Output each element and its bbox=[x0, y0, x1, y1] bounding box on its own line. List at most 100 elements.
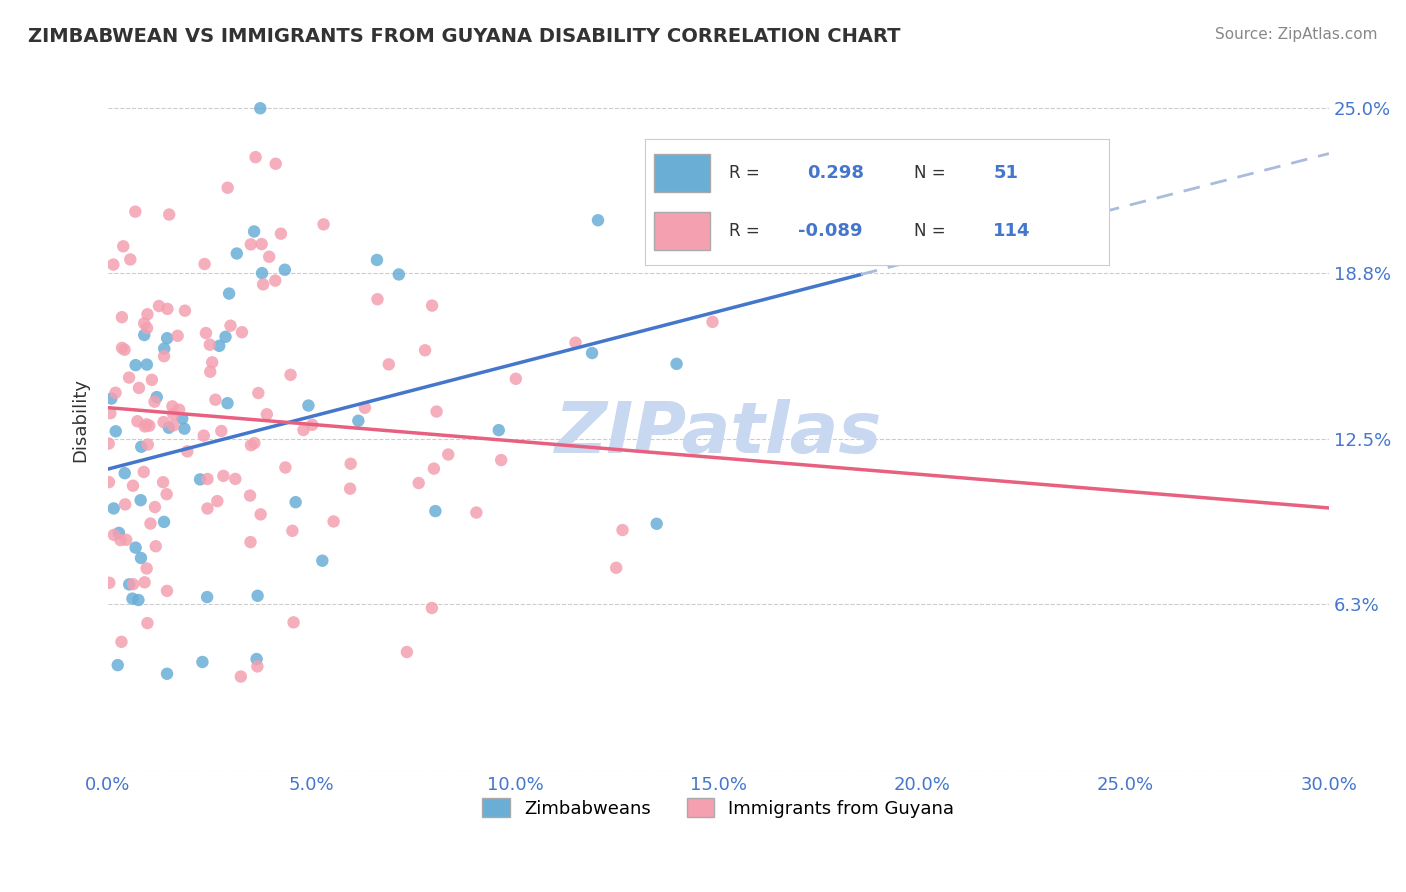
Point bbox=[702, 315, 724, 329]
Point bbox=[665, 357, 688, 371]
Point bbox=[98, 475, 121, 489]
Point bbox=[124, 204, 146, 219]
Point bbox=[103, 258, 125, 272]
Point bbox=[423, 461, 446, 475]
Point bbox=[120, 252, 142, 267]
Point bbox=[97, 436, 120, 450]
Point bbox=[246, 659, 269, 673]
Point bbox=[114, 343, 136, 357]
Point bbox=[212, 468, 235, 483]
Point bbox=[312, 218, 335, 232]
Point bbox=[136, 307, 159, 321]
Point bbox=[129, 493, 152, 508]
Point bbox=[301, 417, 323, 432]
Point bbox=[124, 358, 146, 372]
Point bbox=[246, 589, 269, 603]
Legend: Zimbabweans, Immigrants from Guyana: Zimbabweans, Immigrants from Guyana bbox=[475, 791, 962, 825]
Point bbox=[239, 535, 262, 549]
Point bbox=[98, 575, 121, 590]
Point bbox=[425, 504, 447, 518]
Point bbox=[124, 541, 146, 555]
Point bbox=[162, 400, 184, 414]
Text: ZIMBABWEAN VS IMMIGRANTS FROM GUYANA DISABILITY CORRELATION CHART: ZIMBABWEAN VS IMMIGRANTS FROM GUYANA DIS… bbox=[28, 27, 901, 45]
Point bbox=[292, 423, 315, 437]
Point bbox=[605, 561, 627, 575]
Point bbox=[148, 299, 170, 313]
Point bbox=[156, 666, 179, 681]
Point bbox=[194, 257, 217, 271]
Point bbox=[207, 494, 229, 508]
Point bbox=[136, 321, 159, 335]
Point bbox=[122, 479, 145, 493]
Point bbox=[127, 414, 149, 428]
Point bbox=[246, 652, 269, 666]
Point bbox=[198, 337, 221, 351]
Point bbox=[112, 239, 135, 253]
Point bbox=[249, 508, 271, 522]
Point bbox=[156, 301, 179, 316]
Point bbox=[200, 365, 222, 379]
Point bbox=[108, 525, 131, 540]
Point bbox=[114, 466, 136, 480]
Point bbox=[388, 268, 411, 282]
Point bbox=[176, 444, 198, 458]
Point bbox=[214, 330, 236, 344]
Point bbox=[297, 399, 319, 413]
Point bbox=[143, 500, 166, 514]
Point bbox=[366, 252, 388, 267]
Point bbox=[132, 465, 155, 479]
Point bbox=[118, 577, 141, 591]
Point bbox=[465, 506, 488, 520]
Point bbox=[280, 368, 302, 382]
Point bbox=[264, 274, 287, 288]
Point bbox=[586, 213, 609, 227]
Point bbox=[225, 246, 247, 260]
Point bbox=[420, 601, 443, 615]
Point bbox=[104, 425, 127, 439]
Point bbox=[243, 224, 266, 238]
Point bbox=[218, 286, 240, 301]
Point bbox=[188, 472, 211, 486]
Point bbox=[274, 262, 297, 277]
Y-axis label: Disability: Disability bbox=[72, 377, 89, 461]
Point bbox=[153, 515, 176, 529]
Point bbox=[107, 658, 129, 673]
Point bbox=[128, 381, 150, 395]
Point bbox=[264, 157, 287, 171]
Point bbox=[366, 292, 388, 306]
Point bbox=[339, 482, 361, 496]
Point bbox=[129, 551, 152, 566]
Point bbox=[231, 325, 253, 339]
Point bbox=[252, 277, 274, 292]
Point bbox=[129, 440, 152, 454]
Point bbox=[354, 401, 377, 415]
Point bbox=[195, 590, 218, 604]
Point bbox=[217, 396, 239, 410]
Point bbox=[395, 645, 418, 659]
Point bbox=[153, 342, 176, 356]
Point bbox=[157, 208, 180, 222]
Point bbox=[245, 150, 267, 164]
Point bbox=[194, 326, 217, 340]
Point bbox=[135, 358, 157, 372]
Text: ZIPatlas: ZIPatlas bbox=[555, 399, 882, 468]
Point bbox=[581, 346, 603, 360]
Point bbox=[138, 418, 160, 433]
Point bbox=[145, 390, 167, 404]
Point bbox=[156, 487, 179, 501]
Point bbox=[224, 472, 246, 486]
Point bbox=[152, 475, 174, 490]
Point bbox=[243, 436, 266, 450]
Point bbox=[156, 331, 179, 345]
Point bbox=[204, 392, 226, 407]
Point bbox=[104, 385, 127, 400]
Point bbox=[256, 407, 278, 421]
Point bbox=[240, 438, 263, 452]
Point bbox=[413, 343, 436, 358]
Point bbox=[347, 414, 370, 428]
Point bbox=[136, 437, 159, 451]
Point bbox=[378, 357, 401, 371]
Point bbox=[219, 318, 242, 333]
Point bbox=[111, 341, 134, 355]
Point bbox=[437, 448, 460, 462]
